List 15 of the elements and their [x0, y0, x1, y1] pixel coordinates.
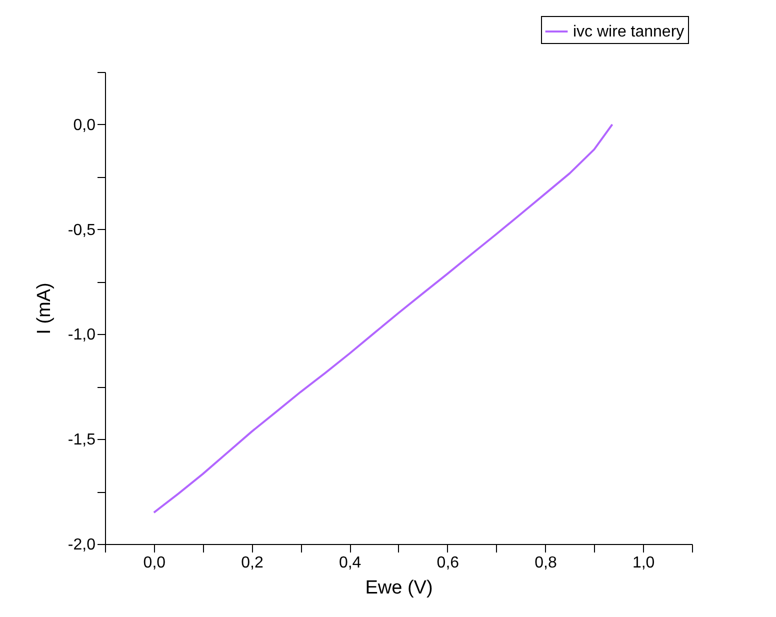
- line-series: [152, 123, 614, 514]
- x-tick-label: 0,8: [534, 554, 557, 572]
- x-tick-label: 0,6: [436, 554, 460, 572]
- x-tick-label: 1,0: [632, 554, 655, 572]
- y-tick-label: -1,0: [68, 326, 96, 344]
- y-axis-title: I (mA): [34, 282, 55, 334]
- y-tick-label: -1,5: [68, 432, 96, 449]
- x-axis-title: Ewe (V): [365, 578, 433, 598]
- y-tick-label: -2,0: [68, 536, 96, 554]
- y-tick-label: 0,0: [73, 116, 96, 134]
- y-tick-label: -0,5: [68, 222, 96, 239]
- legend-label: ivc wire tannery: [573, 24, 684, 40]
- x-tick-label: 0,0: [143, 554, 166, 572]
- x-tick-label: 0,4: [338, 554, 362, 572]
- x-tick-label: 0,2: [241, 554, 264, 572]
